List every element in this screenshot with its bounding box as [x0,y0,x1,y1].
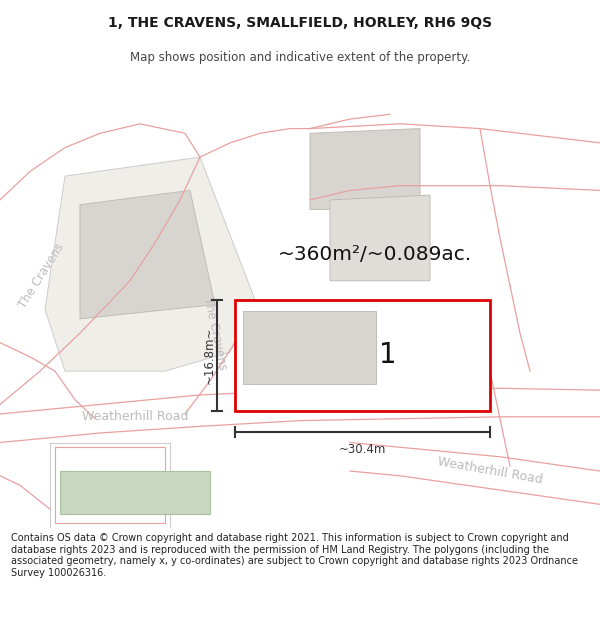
Polygon shape [330,195,430,281]
Text: 1: 1 [379,341,397,369]
Bar [243,311,376,384]
Text: The Cravens: The Cravens [201,296,229,371]
Text: Weatherhill Road: Weatherhill Road [82,411,188,423]
Polygon shape [60,471,210,514]
Text: ~360m²/~0.089ac.: ~360m²/~0.089ac. [278,244,472,264]
Polygon shape [45,157,255,371]
Text: 1, THE CRAVENS, SMALLFIELD, HORLEY, RH6 9QS: 1, THE CRAVENS, SMALLFIELD, HORLEY, RH6 … [108,16,492,30]
Text: ~30.4m: ~30.4m [339,444,386,456]
Polygon shape [80,191,215,319]
Bar [235,300,490,411]
Text: The Cravens: The Cravens [17,241,67,311]
Text: Weatherhill Road: Weatherhill Road [436,456,544,487]
Text: Contains OS data © Crown copyright and database right 2021. This information is : Contains OS data © Crown copyright and d… [11,533,578,578]
Polygon shape [310,129,420,209]
Text: Map shows position and indicative extent of the property.: Map shows position and indicative extent… [130,51,470,64]
Text: ~16.8m~: ~16.8m~ [203,327,215,384]
